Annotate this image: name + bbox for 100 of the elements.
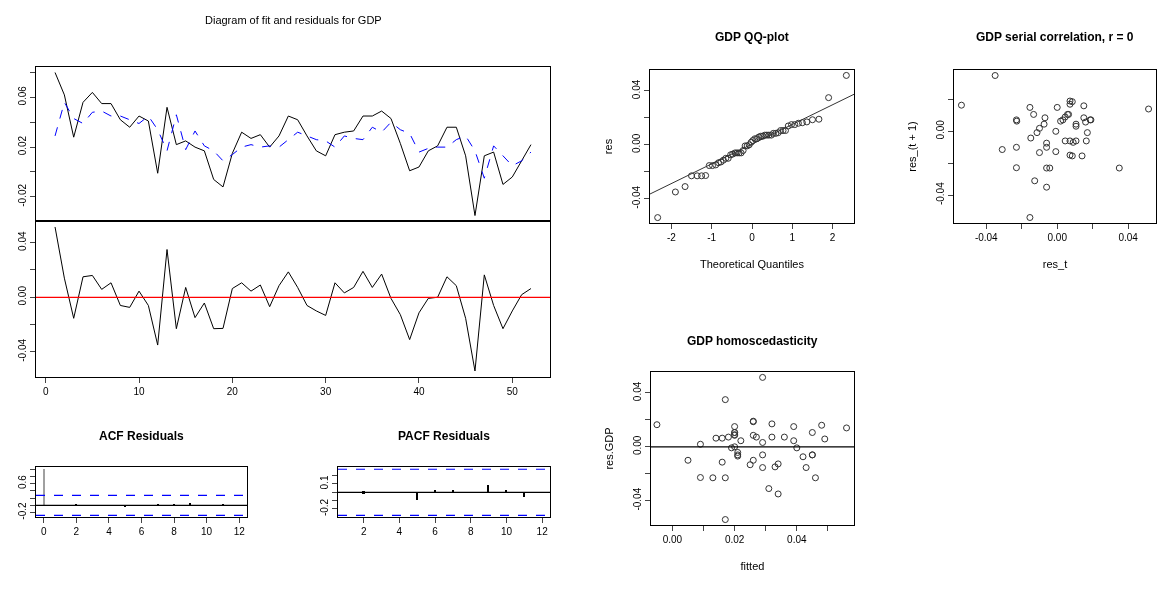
- point: [721, 396, 729, 404]
- x-tick-label: 12: [233, 526, 246, 538]
- point: [1041, 114, 1049, 122]
- y-tick-label: 0.00: [17, 285, 28, 306]
- x-tick-label: 0: [749, 232, 756, 244]
- point: [688, 172, 696, 180]
- point: [1043, 183, 1051, 191]
- point: [1052, 127, 1060, 135]
- x-tick-label: -2: [666, 232, 677, 244]
- point: [759, 438, 767, 446]
- point: [731, 443, 739, 451]
- line-series: [54, 71, 532, 217]
- point: [808, 116, 816, 124]
- point: [721, 516, 729, 524]
- point: [684, 456, 692, 464]
- point: [774, 460, 782, 468]
- point: [790, 437, 798, 445]
- point: [1072, 137, 1080, 145]
- x-tick-label: -0.04: [974, 232, 999, 244]
- point: [1012, 164, 1020, 172]
- x-tick-label: 20: [226, 385, 239, 397]
- y-tick-label: 0.00: [631, 133, 642, 154]
- chart-title: PACF Residuals: [398, 429, 491, 443]
- x-tick-label: 0.04: [787, 534, 807, 546]
- point: [815, 115, 823, 123]
- point: [693, 172, 701, 180]
- point: [798, 119, 806, 127]
- point: [734, 448, 742, 456]
- point: [671, 188, 679, 196]
- bar: [43, 469, 45, 506]
- point: [998, 146, 1006, 154]
- y-axis-title: res: [601, 138, 614, 155]
- chart-title: Diagram of fit and residuals for GDP: [205, 14, 382, 26]
- x-tick-label: 2: [829, 232, 836, 244]
- x-tick-label: 0: [41, 526, 48, 538]
- x-tick-label: 0.02: [724, 534, 745, 546]
- point: [1035, 124, 1043, 132]
- point: [784, 122, 792, 130]
- point: [842, 71, 850, 79]
- point: [774, 490, 782, 498]
- point: [653, 421, 661, 429]
- point: [1083, 129, 1091, 137]
- x-tick-label: 1: [789, 232, 796, 244]
- point: [702, 172, 710, 180]
- line-series: [54, 101, 532, 179]
- y-tick-label: -0.2: [319, 498, 330, 517]
- point: [749, 431, 757, 439]
- x-tick-label: 0.00: [1047, 232, 1068, 244]
- point: [759, 451, 767, 459]
- point: [724, 433, 732, 441]
- point: [794, 119, 802, 127]
- point: [1027, 134, 1035, 142]
- x-tick-label: 4: [106, 526, 113, 538]
- x-tick-label: 2: [73, 526, 80, 538]
- point: [843, 424, 851, 432]
- point: [1066, 137, 1074, 145]
- point: [1012, 143, 1020, 151]
- y-axis-title: res.GDP: [602, 427, 615, 470]
- point: [818, 421, 826, 429]
- point: [771, 463, 779, 471]
- x-axis-title: fitted: [740, 560, 765, 573]
- y-tick-label: 0.1: [319, 475, 330, 490]
- line-series: [54, 226, 532, 372]
- x-tick-label: 30: [320, 385, 332, 397]
- point: [749, 456, 757, 464]
- x-tick-label: 6: [138, 526, 145, 538]
- x-tick-label: 2: [360, 526, 367, 538]
- point: [1040, 120, 1048, 128]
- point: [791, 121, 799, 129]
- point: [768, 433, 776, 441]
- point: [705, 162, 713, 170]
- x-tick-label: 8: [467, 526, 474, 538]
- point: [718, 434, 726, 442]
- point: [759, 464, 767, 472]
- point: [765, 485, 773, 493]
- y-tick-label: -0.04: [632, 487, 643, 511]
- x-tick-label: 40: [413, 385, 425, 397]
- point: [681, 183, 689, 191]
- y-tick-label: -0.2: [17, 502, 28, 520]
- point: [802, 464, 810, 472]
- point: [780, 433, 788, 441]
- point: [698, 172, 706, 180]
- x-tick-label: 50: [506, 385, 519, 397]
- point: [739, 146, 747, 154]
- point: [728, 444, 736, 452]
- x-tick-label: 10: [201, 526, 213, 538]
- point: [790, 423, 798, 431]
- x-tick-label: 0: [42, 385, 49, 397]
- x-tick-label: 10: [133, 385, 146, 397]
- point: [709, 474, 717, 482]
- y-tick-label: -0.04: [17, 338, 28, 362]
- point: [803, 118, 811, 126]
- point: [752, 433, 760, 441]
- point: [718, 458, 726, 466]
- point: [746, 461, 754, 469]
- point: [731, 423, 739, 431]
- point: [821, 435, 829, 443]
- point: [1046, 164, 1054, 172]
- point: [768, 420, 776, 428]
- point: [654, 214, 662, 222]
